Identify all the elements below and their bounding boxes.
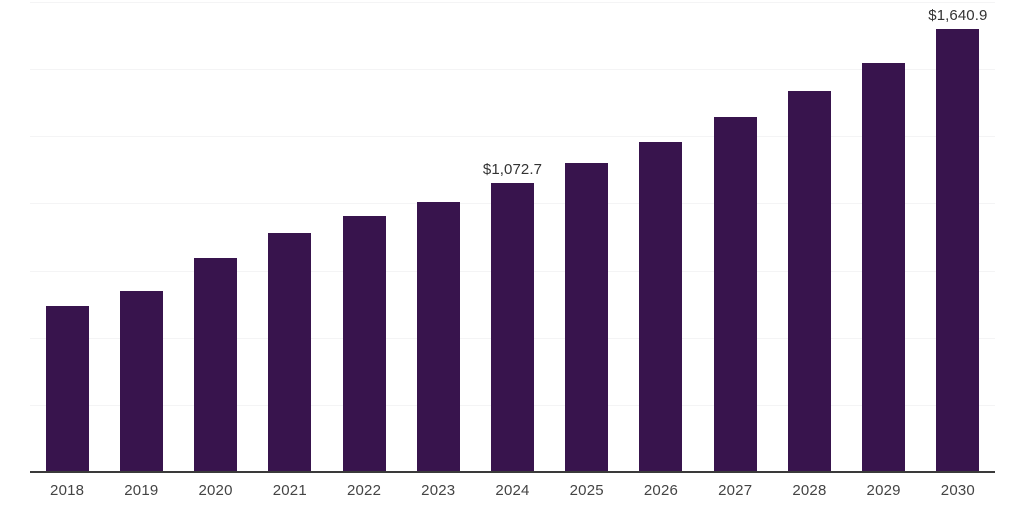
bar-group[interactable]: $1,072.7 bbox=[483, 0, 542, 472]
x-tick-label: 2030 bbox=[940, 482, 975, 499]
bar-group[interactable] bbox=[416, 0, 460, 472]
x-tick-label: 2018 bbox=[50, 482, 85, 499]
bar[interactable] bbox=[416, 201, 460, 472]
gridline bbox=[30, 136, 995, 137]
bar-group[interactable] bbox=[713, 0, 757, 472]
bar[interactable] bbox=[713, 117, 757, 472]
x-tick-label: 2025 bbox=[569, 482, 604, 499]
bar-group[interactable] bbox=[45, 0, 89, 472]
x-tick-label: 2024 bbox=[495, 482, 530, 499]
bar[interactable] bbox=[342, 216, 386, 472]
plot-area: $1,072.7 $1,640.9 bbox=[30, 0, 995, 472]
bar[interactable] bbox=[268, 233, 312, 472]
x-tick-label: 2020 bbox=[198, 482, 233, 499]
bar-value-label: $1,640.9 bbox=[928, 7, 988, 25]
bar[interactable] bbox=[194, 257, 238, 472]
x-tick-label: 2027 bbox=[718, 482, 753, 499]
bar-group[interactable] bbox=[119, 0, 163, 472]
bar[interactable] bbox=[862, 63, 906, 472]
bar[interactable] bbox=[787, 91, 831, 472]
x-tick-label: 2028 bbox=[792, 482, 827, 499]
bar-group[interactable] bbox=[787, 0, 831, 472]
bar-group[interactable] bbox=[862, 0, 906, 472]
bar-group[interactable] bbox=[342, 0, 386, 472]
bar[interactable] bbox=[491, 182, 534, 472]
x-tick-label: 2026 bbox=[643, 482, 679, 499]
x-tick-label: 2023 bbox=[421, 482, 456, 499]
bar-group[interactable] bbox=[565, 0, 609, 472]
x-tick-label: 2021 bbox=[272, 482, 307, 499]
x-axis-line bbox=[30, 471, 995, 473]
bar-value-label: $1,072.7 bbox=[482, 160, 543, 178]
bar-group[interactable] bbox=[639, 0, 683, 472]
x-tick-label: 2019 bbox=[124, 482, 159, 499]
bar-group[interactable]: $1,640.9 bbox=[928, 0, 987, 472]
bar[interactable] bbox=[639, 141, 683, 472]
x-tick-label: 2029 bbox=[866, 482, 901, 499]
gridline bbox=[30, 2, 995, 3]
gridline bbox=[30, 69, 995, 70]
bar[interactable] bbox=[936, 29, 980, 472]
bar[interactable] bbox=[565, 162, 609, 472]
bar[interactable] bbox=[45, 305, 89, 472]
x-tick-label: 2022 bbox=[346, 482, 382, 499]
x-axis-tick-labels: 2018 2019 2020 2021 2022 2023 2024 2025 2026 2027… bbox=[30, 482, 995, 512]
bar[interactable] bbox=[119, 291, 163, 472]
bar-group[interactable] bbox=[268, 0, 312, 472]
bar-group[interactable] bbox=[194, 0, 238, 472]
